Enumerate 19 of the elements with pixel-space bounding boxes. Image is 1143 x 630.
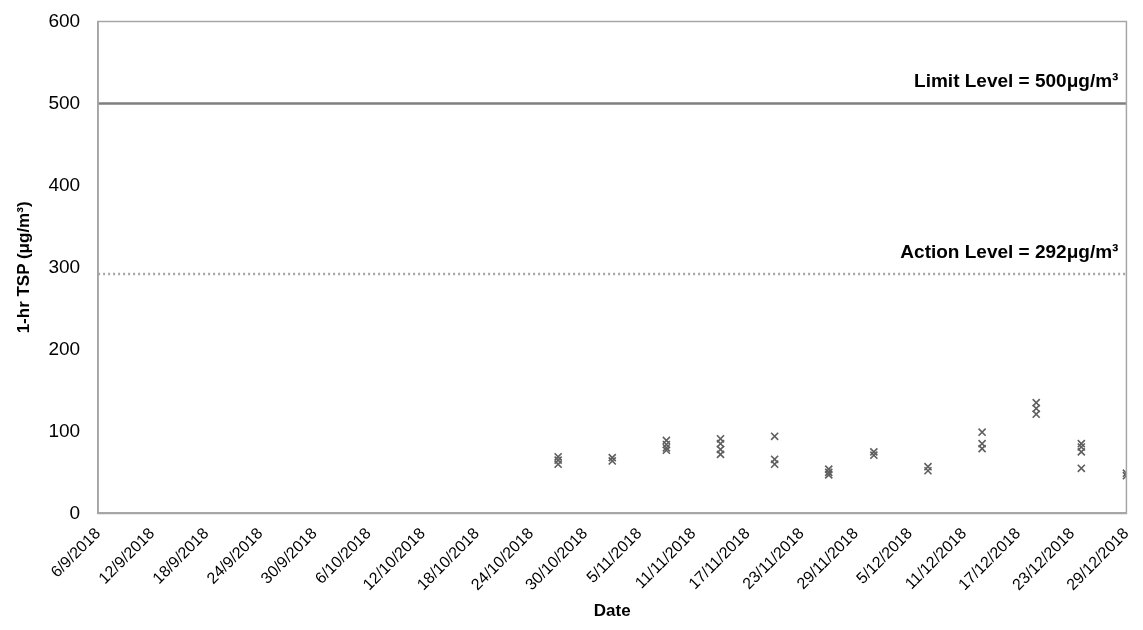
ref-line-label: Action Level = 292μg/m³	[900, 240, 1119, 262]
y-tick-label: 600	[48, 9, 81, 31]
point	[770, 431, 779, 441]
point	[977, 439, 987, 449]
ref-line-label: Limit Level = 500μg/m³	[914, 70, 1119, 92]
x-axis-title: Date	[593, 601, 631, 621]
point	[977, 427, 987, 437]
y-axis-title: 1-hr TSP (μg/m³)	[13, 201, 33, 334]
y-tick-label: 400	[48, 173, 81, 195]
point	[923, 466, 933, 476]
point	[607, 453, 617, 462]
y-tick-label: 100	[48, 419, 81, 441]
point	[607, 456, 617, 466]
y-tick-label: 500	[48, 91, 81, 113]
y-tick-label: 200	[48, 337, 81, 359]
point	[824, 468, 834, 477]
y-tick-label: 300	[48, 255, 81, 277]
point	[1076, 463, 1086, 473]
y-tick-label: 0	[69, 501, 81, 523]
